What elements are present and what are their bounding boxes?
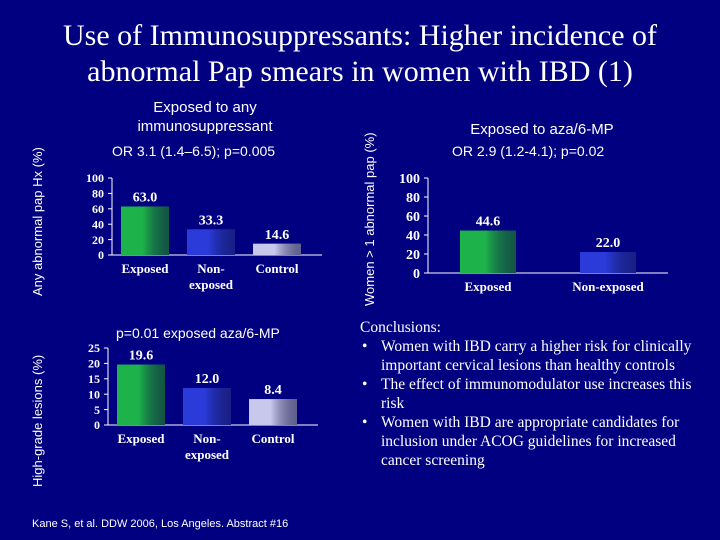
chart3-ylabel: High-grade lesions (%) xyxy=(30,354,45,487)
y-tick-label: 0 xyxy=(98,248,104,262)
chart1-subtitle: OR 3.1 (1.4–6.5); p=0.005 xyxy=(112,143,276,159)
chart2-ylabel: Women > 1 abnormal pap (%) xyxy=(362,132,377,306)
chart3-subtitle: p=0.01 exposed aza/6-MP xyxy=(116,325,280,341)
conclusions: Conclusions: Women with IBD carry a high… xyxy=(360,318,710,470)
y-tick-label: 10 xyxy=(88,387,100,401)
x-tick-label: Exposed xyxy=(118,431,166,446)
x-tick-label: Non-exposed xyxy=(572,279,644,294)
y-tick-label: 20 xyxy=(92,233,104,247)
chart2-svg: 100 80 60 40 20 0 44.6 Exposed 22.0 Non-exposed xyxy=(399,172,668,294)
y-tick-label: 5 xyxy=(94,403,100,417)
x-tick-label: Control xyxy=(255,261,298,276)
data-label: 12.0 xyxy=(195,372,220,387)
data-label: 44.6 xyxy=(476,215,501,230)
chart2-subtitle: OR 2.9 (1.2-4.1); p=0.02 xyxy=(452,143,605,159)
y-tick-label: 80 xyxy=(406,191,420,206)
y-tick-label: 20 xyxy=(406,248,420,263)
conclusion-item: Women with IBD are appropriate candidate… xyxy=(360,413,710,470)
slide-title: Use of Immunosuppressants: Higher incide… xyxy=(62,19,658,88)
chart2-plot: 100 80 60 40 20 0 44.6 Exposed 22.0 Non-exposed xyxy=(399,172,668,294)
y-tick-label: 60 xyxy=(406,210,420,225)
bar-shade xyxy=(183,388,231,425)
x-tick-label: Non-exposed xyxy=(189,261,234,292)
x-tick-label: Exposed xyxy=(465,279,513,294)
x-tick-label: Non-exposed xyxy=(185,431,230,462)
y-tick-label: 100 xyxy=(86,171,104,185)
bar-shade xyxy=(121,206,169,255)
bar-shade xyxy=(249,399,297,425)
conclusion-item: Women with IBD carry a higher risk for c… xyxy=(360,337,710,375)
bar-shade xyxy=(460,230,516,273)
chart2-title: Exposed to aza/6-MP xyxy=(470,121,614,138)
data-label: 22.0 xyxy=(596,236,621,251)
y-tick-label: 25 xyxy=(88,341,100,355)
bar-shade xyxy=(580,252,636,273)
y-tick-label: 15 xyxy=(88,372,100,386)
data-label: 19.6 xyxy=(129,349,154,364)
data-label: 14.6 xyxy=(265,228,290,243)
chart1-title: Exposed to any immunosuppressant xyxy=(137,99,273,135)
data-label: 33.3 xyxy=(199,213,224,228)
y-tick-label: 40 xyxy=(92,217,104,231)
y-tick-label: 0 xyxy=(94,418,100,432)
y-tick-label: 60 xyxy=(92,202,104,216)
bar-shade xyxy=(187,229,235,255)
data-label: 8.4 xyxy=(264,383,282,398)
data-label: 63.0 xyxy=(133,190,158,205)
y-tick-label: 100 xyxy=(399,172,420,187)
y-tick-label: 20 xyxy=(88,357,100,371)
y-tick-label: 40 xyxy=(406,229,420,244)
x-tick-label: Control xyxy=(251,431,294,446)
chart1-ylabel: Any abnormal pap Hx (%) xyxy=(30,147,45,296)
bar-shade xyxy=(253,243,301,255)
conclusions-heading: Conclusions: xyxy=(360,319,441,336)
bar-shade xyxy=(117,364,165,425)
y-tick-label: 80 xyxy=(92,187,104,201)
citation: Kane S, et al. DDW 2006, Los Angeles. Ab… xyxy=(32,518,289,530)
y-tick-label: 0 xyxy=(413,267,420,282)
x-tick-label: Exposed xyxy=(122,261,170,276)
conclusion-item: The effect of immunomodulator use increa… xyxy=(360,375,710,413)
